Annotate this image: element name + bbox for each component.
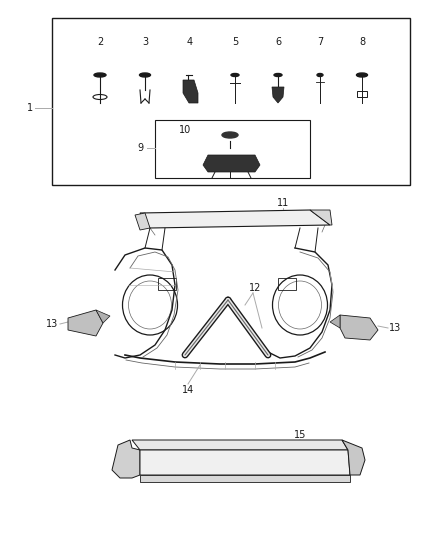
Polygon shape <box>203 155 260 172</box>
Text: 14: 14 <box>182 385 194 395</box>
Text: 2: 2 <box>97 37 103 47</box>
Bar <box>278 278 296 290</box>
Polygon shape <box>96 310 110 323</box>
Text: 11: 11 <box>277 198 289 208</box>
Bar <box>52 18 410 185</box>
Text: 8: 8 <box>359 37 365 47</box>
Text: 6: 6 <box>275 37 281 47</box>
Text: 7: 7 <box>317 37 323 47</box>
Ellipse shape <box>222 132 238 138</box>
Polygon shape <box>183 80 198 103</box>
Bar <box>357 91 367 97</box>
Polygon shape <box>140 475 350 482</box>
Polygon shape <box>135 213 150 230</box>
Text: 13: 13 <box>46 319 58 329</box>
Ellipse shape <box>231 74 239 77</box>
Text: 5: 5 <box>232 37 238 47</box>
Polygon shape <box>342 440 365 475</box>
Polygon shape <box>68 310 103 336</box>
Ellipse shape <box>317 74 323 77</box>
Polygon shape <box>330 315 340 328</box>
Text: 9: 9 <box>137 143 143 153</box>
Polygon shape <box>340 315 378 340</box>
Polygon shape <box>112 440 140 478</box>
Ellipse shape <box>94 73 106 77</box>
Ellipse shape <box>274 74 282 77</box>
Ellipse shape <box>139 73 151 77</box>
Text: 3: 3 <box>142 37 148 47</box>
Text: 12: 12 <box>249 283 261 293</box>
Polygon shape <box>310 210 332 225</box>
Polygon shape <box>132 440 348 450</box>
Bar <box>155 120 310 178</box>
Text: 13: 13 <box>389 323 401 333</box>
Text: 4: 4 <box>187 37 193 47</box>
Bar <box>158 278 176 290</box>
Text: 10: 10 <box>179 125 191 135</box>
Text: 15: 15 <box>294 430 306 440</box>
Polygon shape <box>140 450 350 475</box>
Polygon shape <box>272 87 284 103</box>
Ellipse shape <box>357 73 367 77</box>
Text: 1: 1 <box>27 103 33 113</box>
Polygon shape <box>140 210 330 228</box>
